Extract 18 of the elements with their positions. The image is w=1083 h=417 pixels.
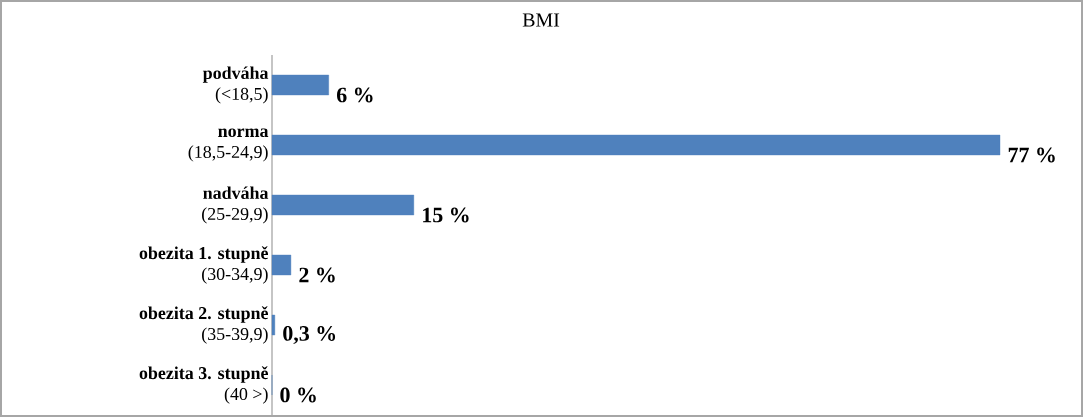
data-label: 0 %: [280, 387, 316, 403]
data-label: 77 %: [1008, 147, 1055, 163]
bar: [271, 194, 415, 216]
y-tick-label: podváha (<18,5): [202, 66, 269, 104]
bar: [271, 314, 276, 336]
data-label: 15 %: [423, 207, 469, 223]
y-tick-label: norma (18,5-24,9): [188, 128, 269, 162]
y-tick-label: nadváha (25-29,9): [202, 186, 269, 224]
data-label: 2 %: [299, 267, 335, 283]
y-tick-label: obezita 3. stupně (40 >): [139, 366, 269, 404]
chart-title: BMI: [522, 13, 560, 27]
bar: [271, 254, 292, 276]
bar: [271, 74, 329, 96]
y-tick-label: obezita 1. stupně (30-34,9): [139, 246, 269, 284]
y-tick-label: obezita 2. stupně (35-39,9): [139, 306, 269, 344]
bar: [271, 134, 1001, 156]
data-label: 0,3 %: [283, 326, 336, 344]
data-label: 6 %: [337, 87, 373, 103]
